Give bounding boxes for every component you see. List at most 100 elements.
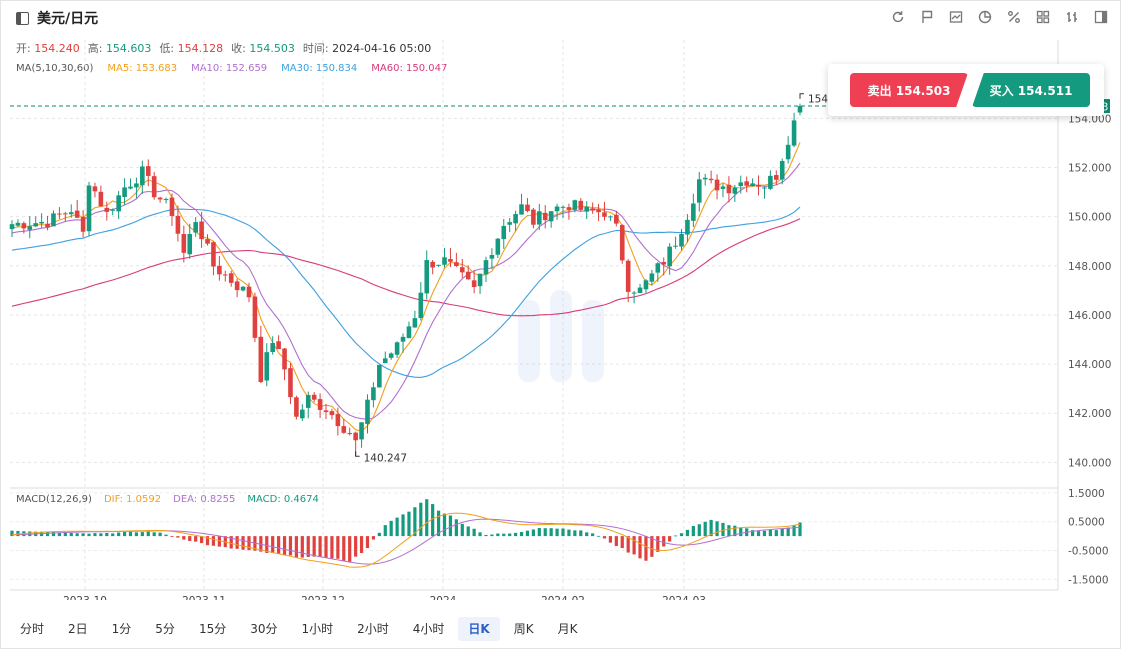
- candle-body: [222, 274, 228, 276]
- high-label: 高:: [87, 42, 103, 55]
- period-tab[interactable]: 分时: [20, 622, 45, 636]
- chart-type-icon[interactable]: [948, 9, 964, 25]
- macd-histogram-bar: [99, 533, 103, 537]
- candle-body: [519, 204, 524, 215]
- dif-line: [11, 512, 801, 568]
- macd-histogram-bar: [354, 536, 358, 557]
- candle-body: [110, 209, 116, 211]
- macd-histogram-bar: [271, 536, 275, 554]
- candle-body: [572, 200, 578, 210]
- candle-body: [454, 262, 459, 267]
- candle-body: [418, 292, 424, 319]
- ma30-legend: MA30: 150.834: [281, 63, 358, 74]
- macd-histogram-bar: [324, 536, 328, 558]
- candle-body: [199, 221, 204, 240]
- flag-icon[interactable]: [919, 9, 935, 25]
- period-tab[interactable]: 15分: [198, 622, 227, 636]
- refresh-icon[interactable]: [890, 9, 906, 25]
- sell-button[interactable]: 卖出 154.503: [850, 73, 968, 107]
- candle-body: [9, 224, 15, 230]
- candle-body: [335, 414, 341, 427]
- candle-body: [785, 144, 791, 160]
- macd-histogram-bar: [543, 528, 547, 537]
- macd-histogram-bar: [656, 536, 660, 552]
- percent-icon[interactable]: [1006, 9, 1022, 25]
- period-tab[interactable]: 30分: [250, 622, 278, 636]
- period-tab[interactable]: 4小时: [412, 622, 445, 636]
- candle-body: [691, 203, 696, 221]
- macd-histogram-bar: [105, 532, 109, 537]
- candle-body: [151, 176, 157, 198]
- period-tab[interactable]: 月K: [557, 622, 578, 636]
- macd-histogram-bar: [188, 536, 192, 541]
- ma60-line: [11, 218, 801, 317]
- candle-body: [371, 387, 376, 401]
- candle-body: [294, 397, 299, 417]
- candle-body: [270, 343, 275, 353]
- candle-body: [353, 432, 358, 441]
- ma5-legend: MA5: 153.683: [107, 63, 178, 74]
- period-tabs: 分时 2日 1分 5分 15分 30分 1小时 2小时 4小时 日K 周K 月K: [10, 617, 587, 641]
- candle-body: [459, 267, 465, 273]
- panel-icon[interactable]: [1093, 9, 1109, 25]
- candle-body: [495, 238, 501, 255]
- period-tab[interactable]: 日K: [458, 617, 500, 641]
- macd-histogram-bar: [158, 532, 162, 537]
- macd-histogram-bar: [247, 536, 251, 551]
- candle-body: [477, 273, 483, 287]
- candle-body: [590, 208, 595, 211]
- candle-body: [442, 257, 447, 265]
- period-tab[interactable]: 2小时: [357, 622, 389, 636]
- price-tick-label: 146.000: [1068, 310, 1111, 322]
- grid-icon[interactable]: [1035, 9, 1051, 25]
- candle-body: [86, 185, 92, 232]
- macd-histogram-bar: [436, 510, 441, 537]
- macd-histogram-bar: [413, 507, 417, 537]
- candle-body: [134, 183, 139, 188]
- bars-icon[interactable]: [1064, 9, 1080, 25]
- close-label: 收:: [231, 42, 246, 55]
- candle-body: [388, 353, 394, 358]
- macd-histogram-bar: [602, 536, 607, 539]
- macd-histogram-bar: [727, 525, 731, 537]
- macd-legend-title: MACD(12,26,9): [16, 494, 92, 505]
- period-tab[interactable]: 1小时: [301, 622, 334, 636]
- macd-histogram-bar: [407, 511, 411, 537]
- candle-body: [288, 368, 293, 398]
- price-tick-label: 140.000: [1068, 457, 1111, 469]
- candle-body: [98, 191, 104, 207]
- macd-histogram-bar: [45, 531, 50, 537]
- macd-histogram-bar: [496, 533, 500, 537]
- candle-body: [791, 120, 797, 146]
- candle-body: [175, 215, 181, 234]
- chart-toolbar: [890, 9, 1109, 25]
- symbol-name: 美元/日元: [37, 11, 99, 27]
- macd-histogram-bar: [365, 536, 370, 549]
- macd-histogram-bar: [318, 536, 322, 557]
- period-tab[interactable]: 2日: [68, 622, 88, 636]
- pie-icon[interactable]: [977, 9, 993, 25]
- macd-histogram-bar: [679, 533, 684, 537]
- macd-histogram-bar: [81, 533, 85, 537]
- candle-body: [33, 223, 38, 227]
- sidebar-toggle-icon[interactable]: [16, 11, 29, 25]
- period-tab[interactable]: 周K: [513, 622, 534, 636]
- candle-body: [300, 409, 305, 419]
- period-tab[interactable]: 5分: [155, 622, 175, 636]
- candle-body: [365, 399, 370, 424]
- macd-histogram-bar: [662, 536, 666, 547]
- candle-body: [329, 411, 335, 416]
- ohlc-readout: 开: 154.240 高: 154.603 低: 154.128 收: 154.…: [16, 40, 431, 56]
- macd-histogram-bar: [484, 534, 488, 537]
- buy-button[interactable]: 买入 154.511: [972, 73, 1090, 107]
- macd-histogram-bar: [472, 528, 476, 537]
- price-tick-label: 142.000: [1068, 408, 1111, 420]
- macd-histogram-bar: [703, 521, 707, 537]
- macd-histogram-bar: [128, 531, 133, 537]
- candle-body: [465, 271, 471, 280]
- macd-histogram-bar: [466, 526, 470, 537]
- macd-histogram-bar: [561, 528, 565, 537]
- period-tab[interactable]: 1分: [111, 622, 132, 636]
- candle-body: [163, 199, 169, 201]
- macd-histogram-bar: [217, 536, 221, 547]
